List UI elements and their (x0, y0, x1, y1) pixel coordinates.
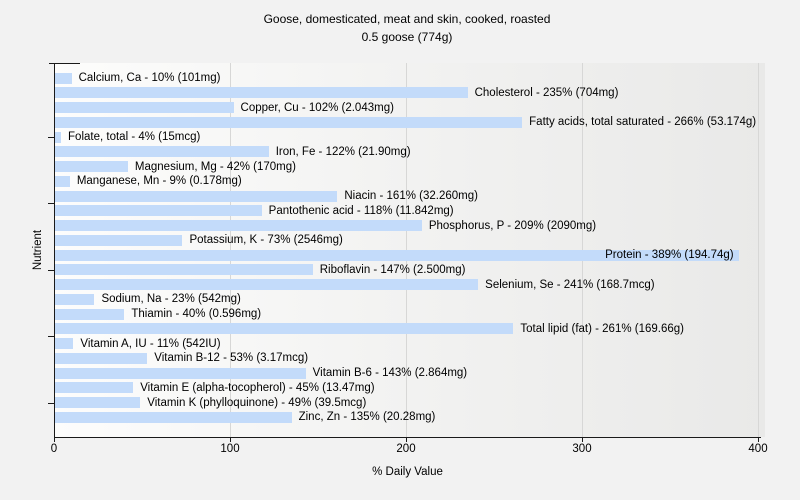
bar-cholesterol (54, 87, 468, 99)
bar-label: Vitamin B-6 - 143% (2.864mg) (312, 367, 468, 379)
bar-row: Thiamin - 40% (0.596mg) (54, 308, 765, 324)
bar-row: Fatty acids, total saturated - 266% (53.… (54, 116, 765, 132)
bar-zinc-zn (54, 411, 292, 423)
bar-label: Riboflavin - 147% (2.500mg) (319, 263, 466, 276)
bar-row: Niacin - 161% (32.260mg) (54, 190, 765, 206)
bar-total-lipid-fat (54, 323, 514, 335)
bar-label: Sodium, Na - 23% (542mg) (101, 293, 241, 306)
bar-label: Manganese, Mn - 9% (0.178mg) (76, 175, 242, 188)
bar-row: Vitamin K (phylloquinone) - 49% (39.5mcg… (54, 397, 765, 412)
bar-label: Pantothenic acid - 118% (11.842mg) (268, 204, 454, 217)
bar-potassium-k (54, 234, 183, 246)
bar-label: Fatty acids, total saturated - 266% (53.… (529, 116, 757, 129)
bar-row: Magnesium, Mg - 42% (170mg) (54, 161, 765, 176)
bar-folate-total (54, 131, 62, 143)
chart-title: Goose, domesticated, meat and skin, cook… (54, 10, 760, 46)
bar-row: Iron, Fe - 122% (21.90mg) (54, 146, 765, 161)
bar-label: Thiamin - 40% (0.596mg) (131, 308, 262, 320)
bar-row: Vitamin E (alpha-tocopherol) - 45% (13.4… (54, 382, 765, 397)
bar-row: Total lipid (fat) - 261% (169.66g) (54, 323, 765, 338)
x-tick-label: 0 (50, 443, 58, 455)
bar-niacin (54, 190, 338, 202)
x-axis-title: % Daily Value (372, 466, 443, 478)
y-tick (48, 270, 54, 271)
bar-vitamin-a-iu (54, 338, 74, 349)
bar-label: Selenium, Se - 241% (168.7mcg) (485, 278, 655, 291)
bar-sodium-na (54, 293, 95, 305)
bar-label: Iron, Fe - 122% (21.90mg) (275, 145, 411, 158)
y-axis-title: Nutrient (32, 229, 44, 271)
x-tick-0 (54, 437, 55, 442)
bar-row: Riboflavin - 147% (2.500mg) (54, 264, 765, 279)
bar-label: Calcium, Ca - 10% (101mg) (78, 72, 221, 84)
bar-row: Potassium, K - 73% (2546mg) (54, 234, 765, 250)
bar-vitamin-b-6 (54, 367, 306, 379)
bar-thiamin (54, 308, 125, 320)
bar-row: Pantothenic acid - 118% (11.842mg) (54, 205, 765, 220)
bar-row: Vitamin B-6 - 143% (2.864mg) (54, 367, 765, 383)
bar-fatty-acids-total-saturated (54, 116, 523, 128)
x-tick-200 (406, 437, 407, 442)
bar-vitamin-e-alpha-tocopherol (54, 382, 134, 394)
bar-protein (54, 249, 739, 261)
bar-calcium-ca (54, 72, 72, 84)
x-tick-label: 400 (748, 443, 768, 455)
bar-row: Calcium, Ca - 10% (101mg) (54, 72, 765, 88)
y-tick (48, 137, 54, 138)
bar-label: Total lipid (fat) - 261% (169.66g) (520, 322, 684, 335)
y-tick (48, 403, 54, 404)
gridline-400 (758, 63, 759, 437)
bar-label: Folate, total - 4% (15mcg) (68, 131, 201, 143)
x-tick-label: 300 (572, 443, 592, 455)
chart-title-line2: 0.5 goose (774g) (361, 30, 453, 44)
y-tick (48, 203, 54, 204)
bar-vitamin-k-phylloquinone (54, 397, 141, 408)
bar-label: Protein - 389% (194.74g) (605, 249, 734, 261)
bar-riboflavin (54, 264, 313, 276)
x-tick-300 (582, 437, 583, 442)
bar-magnesium-mg (54, 161, 128, 172)
bar-label: Vitamin E (alpha-tocopherol) - 45% (13.4… (140, 381, 375, 394)
bar-copper-cu (54, 102, 234, 113)
x-tick-label: 100 (220, 443, 240, 455)
bar-label: Niacin - 161% (32.260mg) (344, 190, 478, 202)
x-axis-line (54, 437, 761, 438)
x-tick-100 (230, 437, 231, 442)
bar-row: Zinc, Zn - 135% (20.28mg) (54, 411, 765, 427)
bar-selenium-se (54, 279, 479, 290)
bar-phosphorus-p (54, 220, 422, 231)
bar-row: Cholesterol - 235% (704mg) (54, 87, 765, 102)
bar-label: Phosphorus, P - 209% (2090mg) (428, 219, 597, 232)
bar-label: Vitamin K (phylloquinone) - 49% (39.5mcg… (147, 396, 367, 409)
bar-row: Vitamin B-12 - 53% (3.17mcg) (54, 352, 765, 368)
bar-row: Folate, total - 4% (15mcg) (54, 131, 765, 147)
bar-iron-fe (54, 146, 269, 158)
bar-pantothenic-acid (54, 205, 262, 217)
chart-title-line1: Goose, domesticated, meat and skin, cook… (263, 12, 551, 26)
bar-manganese-mn (54, 175, 70, 187)
bar-label: Potassium, K - 73% (2546mg) (189, 234, 343, 247)
bar-label: Copper, Cu - 102% (2.043mg) (240, 101, 394, 114)
bar-row: Vitamin A, IU - 11% (542IU) (54, 338, 765, 353)
bar-row: Sodium, Na - 23% (542mg) (54, 293, 765, 309)
y-axis-line (54, 63, 55, 438)
bar-label: Cholesterol - 235% (704mg) (474, 86, 619, 99)
plot-area: Calcium, Ca - 10% (101mg) Cholesterol - 2… (54, 63, 765, 437)
y-axis-top-tick (49, 63, 80, 64)
bar-row: Copper, Cu - 102% (2.043mg) (54, 102, 765, 117)
bar-row: Phosphorus, P - 209% (2090mg) (54, 220, 765, 235)
bar-label: Vitamin A, IU - 11% (542IU) (80, 337, 221, 350)
bar-label: Magnesium, Mg - 42% (170mg) (134, 160, 296, 173)
bar-row: Protein - 389% (194.74g) (54, 249, 765, 265)
y-tick (48, 336, 54, 337)
x-tick-label: 200 (396, 443, 416, 455)
bar-label: Zinc, Zn - 135% (20.28mg) (298, 411, 436, 424)
bar-label: Vitamin B-12 - 53% (3.17mcg) (154, 352, 309, 365)
bar-vitamin-b-12 (54, 352, 148, 364)
bar-row: Manganese, Mn - 9% (0.178mg) (54, 175, 765, 191)
x-tick-400 (758, 437, 759, 442)
bar-row: Selenium, Se - 241% (168.7mcg) (54, 279, 765, 294)
